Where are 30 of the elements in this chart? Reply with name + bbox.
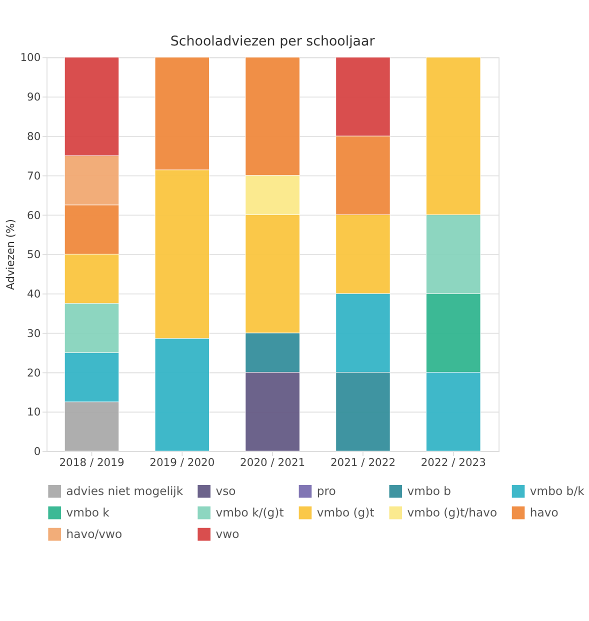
x-tick-label: 2020 / 2021 (240, 456, 306, 469)
y-tick-label: 30 (27, 326, 41, 340)
x-tick-label: 2019 / 2020 (150, 456, 215, 469)
y-tick-label: 90 (27, 90, 41, 104)
legend-label: vmbo k (66, 505, 110, 520)
y-tick-label: 10 (27, 406, 41, 419)
legend-label: vmbo (g)t (316, 505, 375, 520)
legend-label: advies niet mogelijk (66, 484, 184, 498)
legend-label: vwo (216, 526, 240, 541)
y-tick-label: 40 (27, 288, 41, 301)
y-tick-label: 0 (34, 445, 41, 458)
legend-label: pro (316, 484, 336, 498)
y-axis-title: Adviezen (%) (4, 219, 17, 290)
y-tick-label: 100 (20, 51, 41, 64)
legend-label: vso (216, 484, 236, 498)
y-tick-label: 60 (27, 208, 41, 222)
x-tick-label: 2021 / 2022 (330, 456, 396, 469)
legend-label: vmbo k/(g)t (216, 505, 284, 520)
y-tick-label: 70 (27, 169, 41, 182)
y-tick-label: 20 (27, 366, 41, 380)
legend-label: vmbo (g)t/havo (407, 505, 498, 520)
y-tick-label: 50 (27, 248, 41, 262)
chart-title: Schooladviezen per schooljaar (170, 34, 376, 50)
legend-label: vmbo b (407, 484, 452, 498)
legend-label: havo (530, 505, 558, 520)
legend-label: vmbo b/k (530, 484, 585, 498)
legend-label: havo/vwo (66, 526, 122, 541)
y-tick-label: 80 (27, 130, 41, 144)
x-tick-label: 2018 / 2019 (59, 456, 124, 469)
x-tick-label: 2022 / 2023 (420, 456, 486, 469)
